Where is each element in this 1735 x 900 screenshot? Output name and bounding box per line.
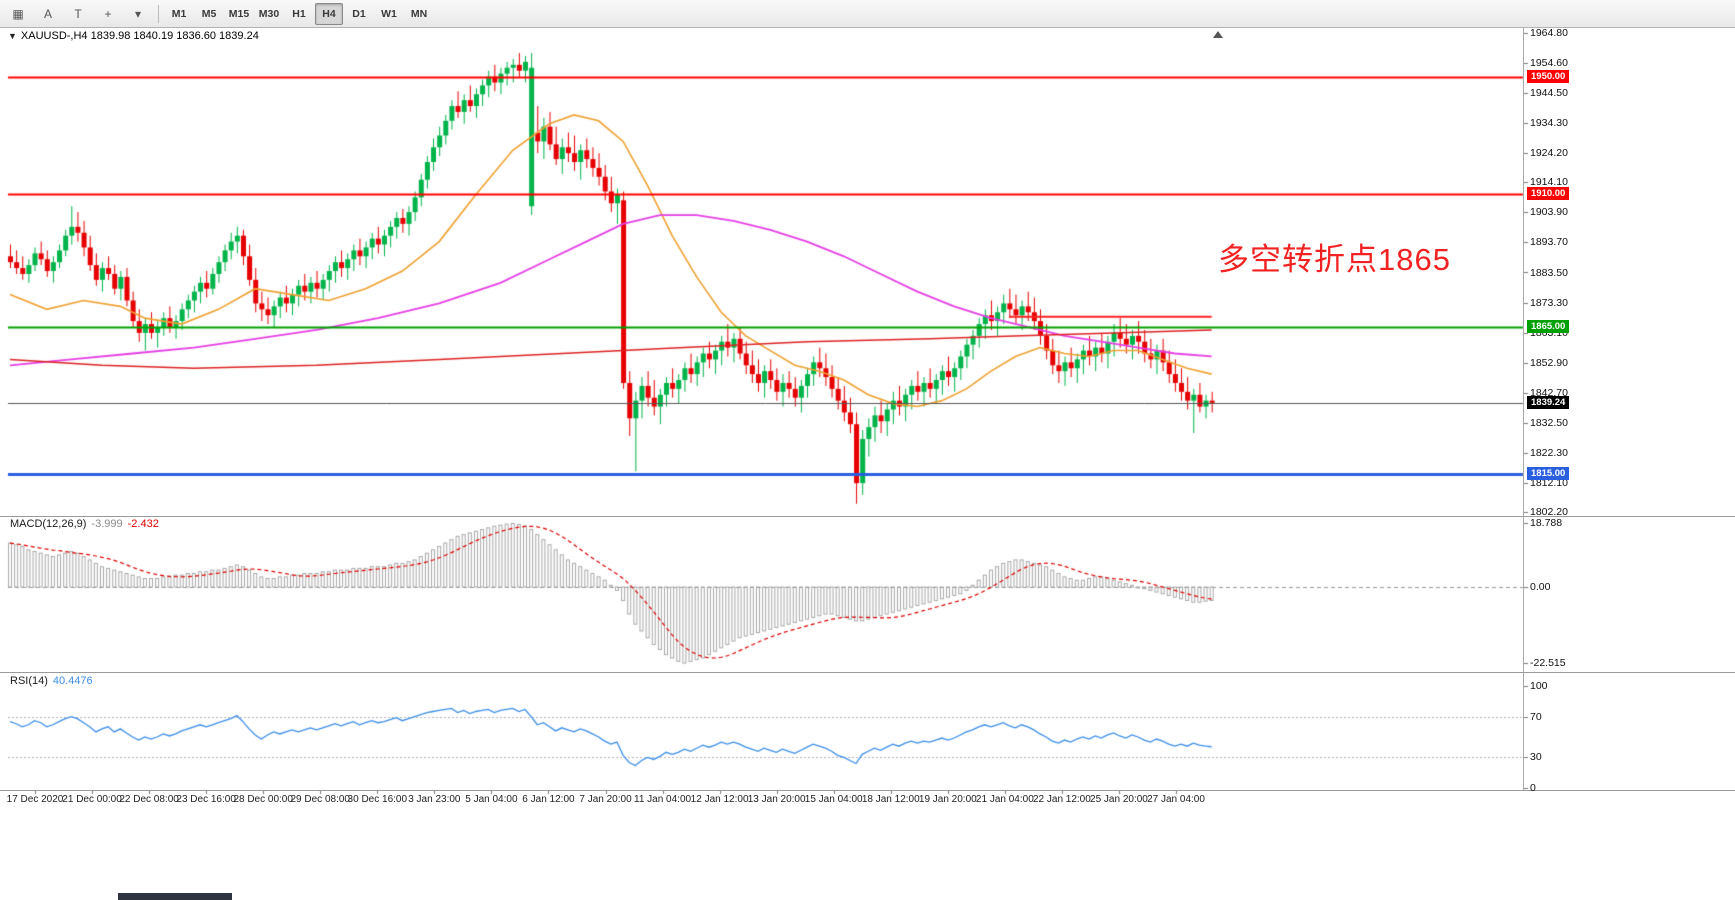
taskbar-fragment (118, 893, 232, 900)
price-axis-label: 1883.50 (1530, 266, 1568, 279)
time-axis-label: 11 Jan 04:00 (634, 794, 692, 805)
time-axis-label: 21 Jan 04:00 (975, 794, 1034, 805)
rsi-axis-label: 0 (1530, 782, 1536, 794)
toolbar: ▦ A T + ▾ M1 M5 M15 M30 H1 H4 D1 W1 MN (0, 0, 1735, 28)
toolbar-separator (158, 4, 159, 23)
time-axis-label: 7 Jan 20:00 (579, 794, 632, 805)
timeframe-button-h4[interactable]: H4 (315, 2, 343, 25)
chart-shift-marker-icon[interactable] (1213, 31, 1223, 38)
timeframe-button-mn[interactable]: MN (410, 7, 428, 20)
rsi-axis-label: 100 (1530, 680, 1548, 692)
rsi-axis-label: 30 (1530, 751, 1542, 764)
macd-axis-label: 18.788 (1530, 517, 1563, 530)
time-axis-label: 29 Dec 08:00 (290, 794, 351, 805)
time-axis-label: 17 Dec 2020 (6, 794, 64, 805)
price-axis-label: 1903.90 (1530, 206, 1568, 219)
macd-axis-label: 0.00 (1530, 581, 1551, 593)
timeframe-button-m5[interactable]: M5 (201, 7, 217, 20)
price-axis-label: 1944.50 (1530, 86, 1568, 99)
time-axis-label: 13 Jan 20:00 (747, 794, 806, 805)
time-axis-label: 28 Dec 00:00 (233, 794, 293, 805)
time-axis-label: 5 Jan 04:00 (465, 794, 518, 805)
macd-label: MACD(12,26,9) -3.999 -2.432 (10, 518, 159, 530)
time-axis-label: 27 Jan 04:00 (1147, 794, 1205, 805)
price-level-badge-1815.00: 1815.00 (1527, 467, 1570, 481)
arrow-tool-button[interactable]: A (43, 6, 52, 21)
chart-annotation[interactable]: 多空转折点1865 (1218, 242, 1451, 277)
symbol-dropdown-icon[interactable]: ▼ (8, 31, 17, 41)
price-axis-label: 1832.50 (1530, 416, 1568, 429)
price-axis-label: 1852.90 (1530, 356, 1568, 369)
price-axis-label: 1954.60 (1530, 57, 1568, 70)
rsi-value: 40.4476 (52, 675, 93, 687)
time-axis-label: 22 Dec 08:00 (119, 794, 179, 805)
time-axis-label: 21 Dec 00:00 (62, 794, 122, 805)
time-axis-label: 23 Dec 16:00 (176, 794, 236, 805)
timeframe-button-m1[interactable]: M1 (171, 7, 187, 20)
price-axis-label: 1914.10 (1530, 176, 1568, 189)
price-axis-label: 1924.20 (1530, 146, 1568, 159)
symbol-title: ▼ XAUUSD-,H4 1839.98 1840.19 1836.60 1839… (8, 30, 259, 42)
tools-dropdown-icon[interactable]: ▾ (134, 6, 142, 21)
macd-name: MACD(12,26,9) (10, 518, 87, 530)
chart-window-icon[interactable]: ▦ (12, 6, 24, 21)
price-level-badge-1910.00: 1910.00 (1527, 187, 1570, 201)
price-axis-label: 1934.30 (1530, 116, 1568, 129)
panel-divider-macd-rsi[interactable] (0, 672, 1735, 673)
price-axis-label: 1842.70 (1530, 386, 1568, 399)
time-axis-label: 25 Jan 20:00 (1090, 794, 1148, 805)
timeframe-button-m30[interactable]: M30 (258, 7, 280, 20)
price-axis-label: 1893.70 (1530, 236, 1568, 249)
price-axis-line (1523, 28, 1524, 790)
time-axis-label: 3 Jan 23:00 (408, 794, 461, 805)
text-tool-button[interactable]: T (74, 6, 82, 21)
price-level-badge-1865.00: 1865.00 (1527, 319, 1570, 333)
macd-signal-value: -2.432 (127, 518, 159, 530)
time-axis-label: 12 Jan 12:00 (690, 794, 749, 805)
time-axis-label: 22 Jan 12:00 (1032, 794, 1091, 805)
symbol-title-text: XAUUSD-,H4 1839.98 1840.19 1836.60 1839.… (20, 30, 259, 42)
time-axis-label: 18 Jan 12:00 (861, 794, 920, 805)
time-axis-label: 19 Jan 20:00 (918, 794, 977, 805)
timeframe-button-m15[interactable]: M15 (228, 7, 250, 20)
timeframe-button-w1[interactable]: W1 (381, 7, 397, 20)
time-axis-line (0, 790, 1735, 791)
time-axis-label: 30 Dec 16:00 (347, 794, 408, 805)
price-axis-label: 1802.20 (1530, 506, 1568, 518)
price-axis-label: 1873.30 (1530, 296, 1568, 309)
time-axis-label: 15 Jan 04:00 (804, 794, 863, 805)
rsi-axis-label: 70 (1530, 710, 1542, 723)
current-price-badge: 1839.24 (1527, 395, 1570, 409)
crosshair-icon[interactable]: + (104, 6, 112, 21)
rsi-label: RSI(14) 40.4476 (10, 675, 93, 687)
price-axis-label: 1964.80 (1530, 27, 1568, 39)
timeframe-toolbar: M1 M5 M15 M30 H1 H4 D1 W1 MN (164, 2, 434, 25)
price-axis-label: 1822.30 (1530, 446, 1568, 459)
price-level-badge-1950.00: 1950.00 (1527, 69, 1570, 83)
rsi-name: RSI(14) (10, 675, 48, 687)
toolbar-tools: ▦ A T + ▾ (3, 3, 153, 25)
macd-axis-label: -22.515 (1530, 657, 1566, 670)
panel-divider-price-macd[interactable] (0, 516, 1735, 517)
time-axis-label: 6 Jan 12:00 (522, 794, 575, 805)
timeframe-button-h1[interactable]: H1 (292, 7, 306, 20)
timeframe-button-d1[interactable]: D1 (352, 7, 366, 20)
macd-main-value: -3.999 (91, 518, 123, 530)
